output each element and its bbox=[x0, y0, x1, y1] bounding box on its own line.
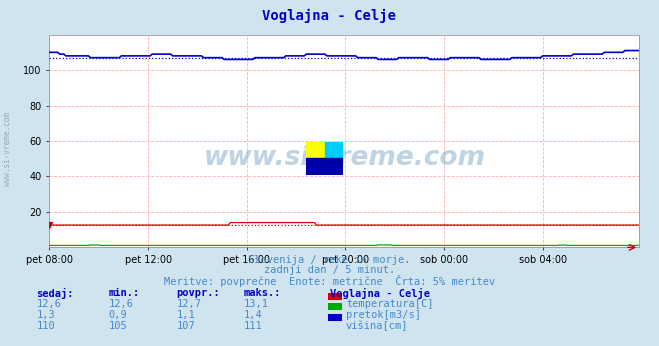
Text: 1,1: 1,1 bbox=[177, 310, 195, 320]
Text: 13,1: 13,1 bbox=[244, 299, 269, 309]
Text: www.si-vreme.com: www.si-vreme.com bbox=[3, 112, 13, 186]
Text: Meritve: povprečne  Enote: metrične  Črta: 5% meritev: Meritve: povprečne Enote: metrične Črta:… bbox=[164, 275, 495, 287]
Text: min.:: min.: bbox=[109, 288, 140, 298]
Text: 1,4: 1,4 bbox=[244, 310, 262, 320]
Text: sedaj:: sedaj: bbox=[36, 288, 74, 299]
Text: 111: 111 bbox=[244, 321, 262, 331]
Text: www.si-vreme.com: www.si-vreme.com bbox=[204, 145, 485, 171]
Text: zadnji dan / 5 minut.: zadnji dan / 5 minut. bbox=[264, 265, 395, 275]
Polygon shape bbox=[306, 158, 343, 175]
Text: Slovenija / reke in morje.: Slovenija / reke in morje. bbox=[248, 255, 411, 265]
Bar bbox=[325, 142, 343, 158]
Text: Voglajna - Celje: Voglajna - Celje bbox=[262, 9, 397, 23]
Text: maks.:: maks.: bbox=[244, 288, 281, 298]
Text: 0,9: 0,9 bbox=[109, 310, 127, 320]
Text: pretok[m3/s]: pretok[m3/s] bbox=[346, 310, 421, 320]
Text: 12,6: 12,6 bbox=[36, 299, 61, 309]
Text: 110: 110 bbox=[36, 321, 55, 331]
Text: 12,6: 12,6 bbox=[109, 299, 134, 309]
Text: višina[cm]: višina[cm] bbox=[346, 321, 409, 331]
Text: 12,7: 12,7 bbox=[177, 299, 202, 309]
Text: 105: 105 bbox=[109, 321, 127, 331]
Text: povpr.:: povpr.: bbox=[177, 288, 220, 298]
Text: 1,3: 1,3 bbox=[36, 310, 55, 320]
Bar bbox=[306, 142, 325, 158]
Text: temperatura[C]: temperatura[C] bbox=[346, 299, 434, 309]
Text: 107: 107 bbox=[177, 321, 195, 331]
Text: Voglajna - Celje: Voglajna - Celje bbox=[330, 288, 430, 299]
